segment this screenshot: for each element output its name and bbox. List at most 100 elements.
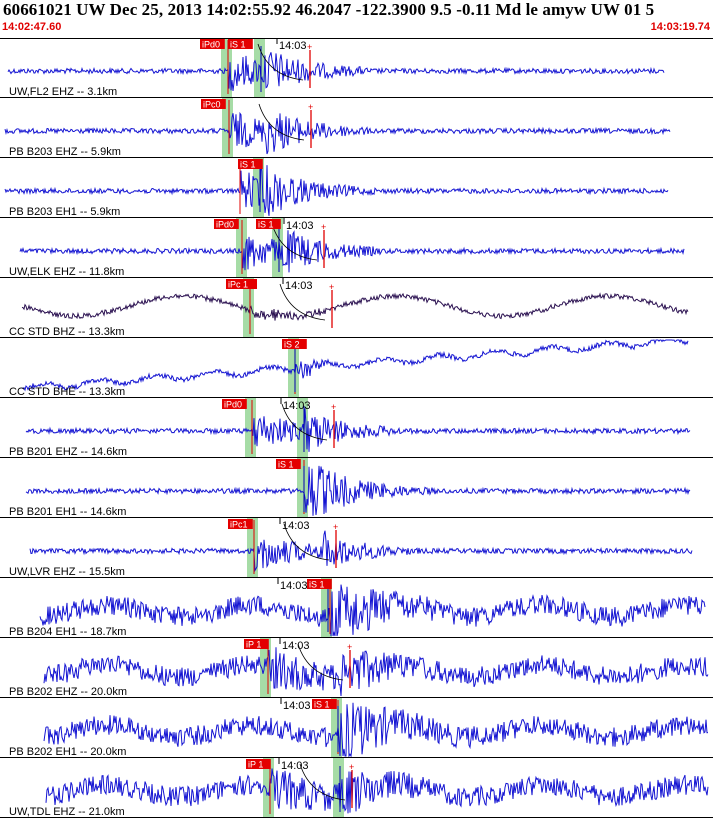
- coda-plus: +: [347, 642, 352, 652]
- coda-curve: [281, 403, 328, 441]
- trace-panel: + iPd0 iS 1 14:03 UW,ELK EHZ -- 11.8km: [0, 218, 713, 278]
- waveform-trace: [19, 230, 685, 273]
- time-tick-label: 14:03: [286, 220, 314, 232]
- waveform-trace: [4, 111, 671, 155]
- waveform-trace: [7, 52, 665, 92]
- channel-label: UW,LVR EHZ -- 15.5km: [9, 566, 125, 578]
- pick-label-box: [307, 579, 332, 589]
- coda-curve: [297, 643, 344, 681]
- coda-plus: +: [308, 102, 313, 112]
- pick-label: iS 2: [284, 340, 300, 350]
- pick-window-band: [272, 218, 283, 278]
- coda-plus: +: [307, 42, 312, 52]
- pick-label-box: [246, 759, 271, 769]
- pick-label-box: [244, 639, 269, 649]
- time-tick-label: 14:03: [279, 40, 307, 52]
- trace-panel: iS 114:03 PB B204 EH1 -- 18.7km: [0, 578, 713, 638]
- pick-window-band: [263, 758, 274, 818]
- coda-plus: +: [321, 222, 326, 232]
- trace-panel: iS 1 PB B203 EH1 -- 5.9km: [0, 158, 713, 218]
- pick-label-box: [276, 459, 301, 469]
- pick-window-band: [254, 38, 265, 98]
- coda-plus: +: [331, 402, 336, 412]
- trace-panel: + iPd0 14:03 PB B201 EHZ -- 14.6km: [0, 398, 713, 458]
- time-tick-label: 14:03: [280, 580, 308, 592]
- coda-curve: [299, 763, 346, 801]
- channel-label: CC STD BHE -- 13.3km: [9, 386, 125, 398]
- coda-curve: [283, 523, 330, 561]
- waveform-trace: [43, 647, 709, 697]
- waveform-trace: [25, 465, 691, 516]
- channel-label: UW,FL2 EHZ -- 3.1km: [9, 86, 117, 98]
- pick-label: iPd0: [224, 400, 242, 410]
- pick-label: iS 1: [314, 700, 330, 710]
- pick-label: iP 1: [246, 640, 261, 650]
- waveform-trace: [45, 768, 709, 814]
- time-tick-label: 14:03: [282, 520, 310, 532]
- seismogram-panel: + iPd0 iS 1 14:03 UW,FL2 EHZ -- 3.1km + iPc0 PB…: [0, 38, 713, 818]
- end-time-label: 14:03:19.74: [650, 21, 710, 33]
- channel-label: PB B203 EHZ -- 5.9km: [9, 146, 121, 158]
- trace-panel: iS 2 CC STD BHE -- 13.3km: [0, 338, 713, 398]
- trace-panel: + iPc1 14:03 UW,LVR EHZ -- 15.5km: [0, 518, 713, 578]
- pick-label-box: [222, 399, 247, 409]
- coda-curve: [258, 103, 305, 141]
- trace-panel: iS 114:03 PB B202 EH1 -- 20.0km: [0, 698, 713, 758]
- pick-window-band: [247, 518, 258, 578]
- channel-label: PB B202 EHZ -- 20.0km: [9, 686, 127, 698]
- pick-label-box: [201, 99, 226, 109]
- pick-window-band: [222, 98, 233, 158]
- waveform-trace: [25, 408, 691, 452]
- time-tick-label: 14:03: [282, 640, 310, 652]
- pick-label-box: [238, 159, 263, 169]
- channel-label: CC STD BHZ -- 13.3km: [9, 326, 125, 338]
- pick-label: iS 1: [309, 580, 325, 590]
- pick-label: iPd0: [202, 40, 220, 50]
- time-tick-label: 14:03: [285, 280, 313, 292]
- trace-panel: + iPc 1 14:03 CC STD BHZ -- 13.3km: [0, 278, 713, 338]
- channel-label: PB B204 EH1 -- 18.7km: [9, 626, 126, 638]
- waveform-trace: [43, 702, 709, 758]
- coda-curve: [279, 283, 326, 321]
- pick-label: iS 1: [240, 160, 256, 170]
- pick-window-band: [297, 458, 308, 518]
- pick-label: iS 1: [230, 40, 246, 50]
- coda-curve: [271, 223, 318, 261]
- waveform-trace: [29, 530, 693, 572]
- coda-curve: [257, 43, 304, 81]
- trace-panel: iS 1 PB B201 EH1 -- 14.6km: [0, 458, 713, 518]
- channel-label: PB B202 EH1 -- 20.0km: [9, 746, 126, 758]
- time-tick-label: 14:03: [281, 760, 309, 772]
- pick-label: iPc1: [230, 520, 248, 530]
- pick-window-band: [245, 398, 256, 458]
- waveform-trace: [21, 339, 689, 392]
- pick-label: iPd0: [216, 220, 234, 230]
- trace-panel: + iPc0 PB B203 EHZ -- 5.9km: [0, 98, 713, 158]
- pick-label-box: [200, 39, 225, 49]
- pick-label-box: [228, 39, 253, 49]
- coda-plus: +: [349, 762, 354, 772]
- pick-window-band: [288, 338, 299, 398]
- time-tick-label: 14:03: [283, 400, 311, 412]
- pick-label-box: [312, 699, 337, 709]
- pick-label-box: [282, 339, 307, 349]
- channel-label: PB B203 EH1 -- 5.9km: [9, 206, 120, 218]
- pick-window-band: [331, 698, 342, 758]
- channel-label: PB B201 EH1 -- 14.6km: [9, 506, 126, 518]
- pick-label-box: [256, 219, 281, 229]
- coda-plus: +: [333, 522, 338, 532]
- pick-label: iPc 1: [228, 280, 248, 290]
- channel-label: UW,TDL EHZ -- 21.0km: [9, 806, 125, 818]
- pick-label-box: [228, 519, 253, 529]
- waveform-trace: [21, 292, 689, 321]
- pick-label: iS 1: [278, 460, 294, 470]
- event-title: 60661021 UW Dec 25, 2013 14:02:55.92 46.…: [3, 0, 655, 19]
- pick-window-band: [260, 638, 271, 698]
- channel-label: PB B201 EHZ -- 14.6km: [9, 446, 127, 458]
- pick-label-box: [226, 279, 257, 289]
- pick-label-box: [214, 219, 239, 229]
- coda-plus: +: [329, 282, 334, 292]
- channel-label: UW,ELK EHZ -- 11.8km: [9, 266, 124, 278]
- pick-window-band: [297, 398, 308, 458]
